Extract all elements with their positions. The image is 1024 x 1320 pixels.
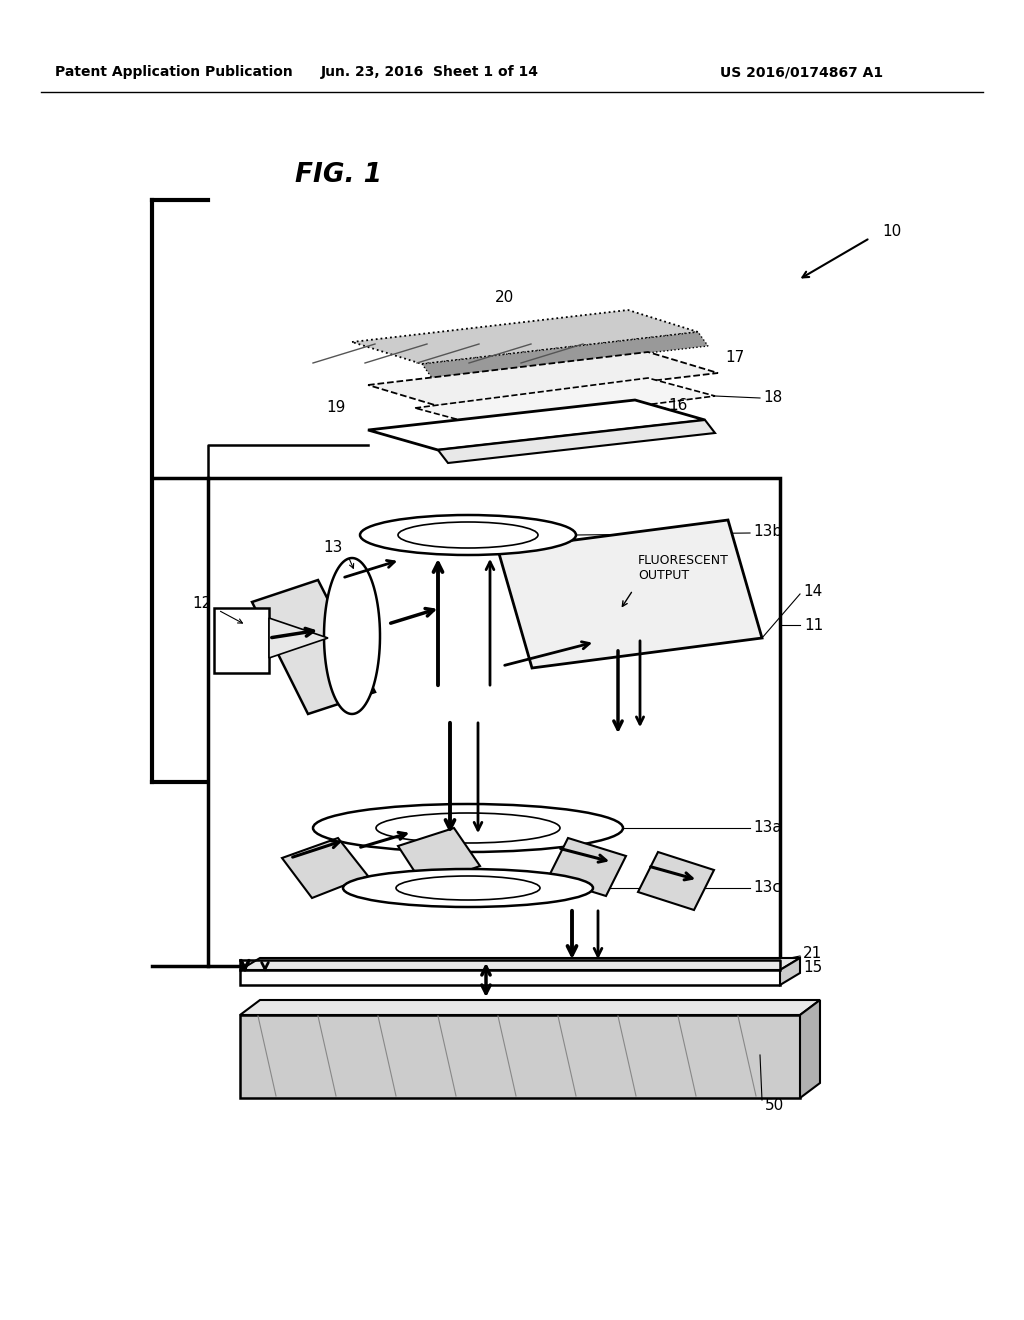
Polygon shape <box>352 310 698 364</box>
Text: Patent Application Publication: Patent Application Publication <box>55 65 293 79</box>
Polygon shape <box>240 1001 820 1015</box>
Polygon shape <box>800 1001 820 1098</box>
Text: 50: 50 <box>765 1097 784 1113</box>
Polygon shape <box>415 378 715 426</box>
Text: 18: 18 <box>763 389 782 404</box>
Polygon shape <box>282 838 368 898</box>
Text: 17: 17 <box>725 351 744 366</box>
Polygon shape <box>252 579 375 714</box>
Text: Jun. 23, 2016  Sheet 1 of 14: Jun. 23, 2016 Sheet 1 of 14 <box>321 65 539 79</box>
Polygon shape <box>548 838 626 896</box>
Text: 20: 20 <box>496 290 515 305</box>
Bar <box>214 609 269 673</box>
Text: 13a: 13a <box>753 821 781 836</box>
Ellipse shape <box>376 813 560 843</box>
Polygon shape <box>780 958 800 985</box>
Ellipse shape <box>360 515 575 554</box>
Polygon shape <box>324 558 380 714</box>
Polygon shape <box>368 400 705 450</box>
Text: FIG. 1: FIG. 1 <box>295 162 382 187</box>
Text: 15: 15 <box>803 961 822 975</box>
Text: US 2016/0174867 A1: US 2016/0174867 A1 <box>720 65 883 79</box>
Polygon shape <box>398 828 480 886</box>
Polygon shape <box>438 420 715 463</box>
Polygon shape <box>638 851 714 909</box>
Ellipse shape <box>313 804 623 851</box>
Bar <box>208 478 780 966</box>
Text: 10: 10 <box>882 224 901 239</box>
Text: 16: 16 <box>668 399 687 413</box>
Text: 21: 21 <box>803 946 822 961</box>
Polygon shape <box>368 352 718 407</box>
Text: 13: 13 <box>324 540 343 556</box>
Text: 11: 11 <box>804 618 823 632</box>
Polygon shape <box>240 970 780 985</box>
Text: 19: 19 <box>327 400 346 416</box>
Polygon shape <box>240 958 800 970</box>
Text: FLUORESCENT
OUTPUT: FLUORESCENT OUTPUT <box>638 554 729 582</box>
Text: 14: 14 <box>803 585 822 599</box>
Text: 12: 12 <box>193 595 212 610</box>
Polygon shape <box>498 520 762 668</box>
Polygon shape <box>269 618 328 657</box>
Polygon shape <box>240 1015 800 1098</box>
Ellipse shape <box>343 869 593 907</box>
Ellipse shape <box>396 876 540 900</box>
Polygon shape <box>422 333 708 378</box>
Ellipse shape <box>398 521 538 548</box>
Text: 13c: 13c <box>753 880 781 895</box>
Text: 13b: 13b <box>753 524 782 540</box>
